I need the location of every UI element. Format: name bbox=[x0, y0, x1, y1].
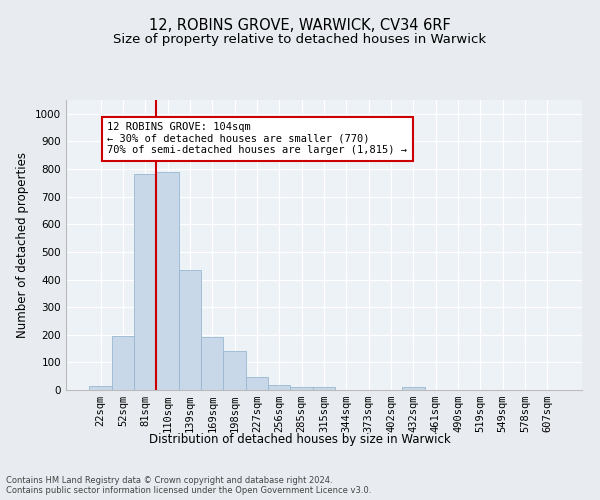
Bar bbox=[246, 376, 268, 390]
Bar bbox=[313, 387, 335, 390]
Text: Size of property relative to detached houses in Warwick: Size of property relative to detached ho… bbox=[113, 32, 487, 46]
Text: Distribution of detached houses by size in Warwick: Distribution of detached houses by size … bbox=[149, 432, 451, 446]
Bar bbox=[402, 387, 425, 390]
Y-axis label: Number of detached properties: Number of detached properties bbox=[16, 152, 29, 338]
Text: Contains HM Land Registry data © Crown copyright and database right 2024.
Contai: Contains HM Land Registry data © Crown c… bbox=[6, 476, 371, 495]
Bar bbox=[157, 172, 179, 390]
Bar bbox=[290, 387, 313, 390]
Bar bbox=[179, 270, 201, 390]
Bar bbox=[268, 385, 290, 390]
Bar bbox=[134, 174, 157, 390]
Text: 12 ROBINS GROVE: 104sqm
← 30% of detached houses are smaller (770)
70% of semi-d: 12 ROBINS GROVE: 104sqm ← 30% of detache… bbox=[107, 122, 407, 156]
Bar bbox=[223, 351, 246, 390]
Bar bbox=[201, 337, 223, 390]
Bar bbox=[112, 336, 134, 390]
Text: 12, ROBINS GROVE, WARWICK, CV34 6RF: 12, ROBINS GROVE, WARWICK, CV34 6RF bbox=[149, 18, 451, 32]
Bar bbox=[89, 386, 112, 390]
